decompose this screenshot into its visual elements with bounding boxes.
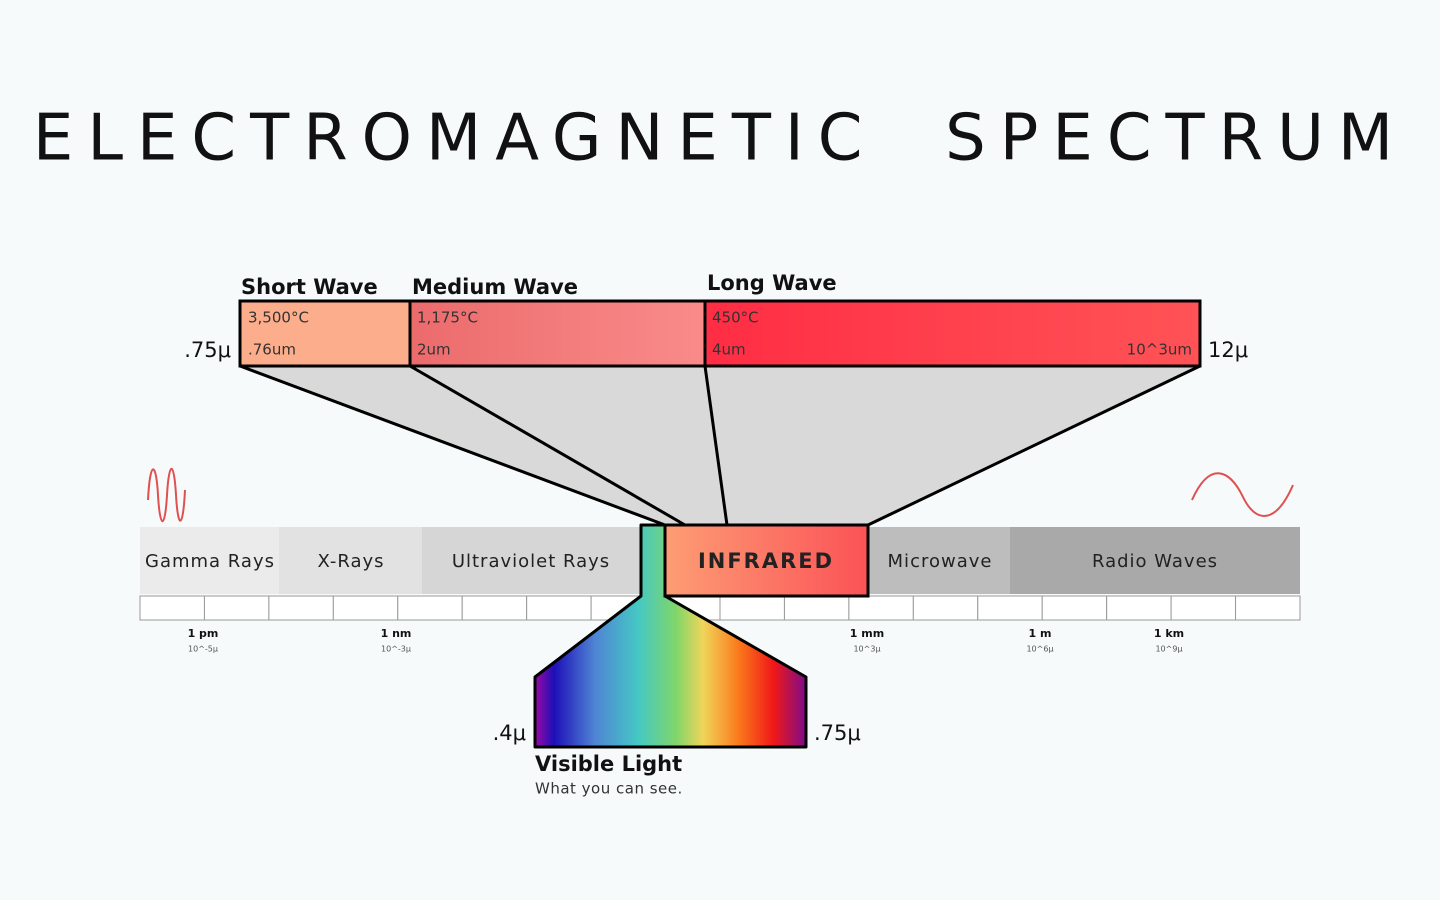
band-name: Long Wave <box>707 271 837 295</box>
scale-cell <box>783 595 850 621</box>
projection-lines <box>239 364 1201 527</box>
band-wavelength: 4um <box>712 341 746 359</box>
region-label: INFRARED <box>698 549 834 573</box>
long-wave-band <box>703 299 1202 368</box>
band-wavelength: .76um <box>248 341 296 359</box>
scale-cell <box>461 595 528 621</box>
scale-sub-label: 10^3μ <box>853 645 880 654</box>
scale-cell <box>912 595 979 621</box>
scale-cell <box>397 595 463 621</box>
band-end-wavelength: 10^3um <box>1127 341 1192 359</box>
region-radio <box>1010 527 1300 594</box>
region-gamma <box>140 527 279 594</box>
visible-title: Visible Light <box>535 752 682 776</box>
region-xray <box>279 527 422 594</box>
band-name: Short Wave <box>241 275 378 299</box>
region-microwave <box>868 527 1010 594</box>
scale-cell <box>719 595 785 621</box>
scale-row <box>139 595 1301 621</box>
visible-start-label: .4μ <box>493 721 526 745</box>
band-end-label: 12μ <box>1208 338 1248 362</box>
scale-label: 1 m <box>1029 627 1052 640</box>
scale-cell <box>1041 595 1108 621</box>
scale-cell <box>1170 595 1237 621</box>
region-label: Microwave <box>888 551 993 572</box>
scale-sub-label: 10^6μ <box>1026 645 1053 654</box>
scale-label: 1 nm <box>381 627 412 640</box>
region-infrared <box>663 523 870 598</box>
region-label: Ultraviolet Rays <box>452 551 610 572</box>
band-temperature: 3,500°C <box>248 309 309 327</box>
region-uv <box>422 527 640 594</box>
scale-cell <box>526 595 592 621</box>
band-start-label: .75μ <box>184 338 231 362</box>
projection <box>240 366 1200 525</box>
scale-label: 1 pm <box>188 627 219 640</box>
scale-sub-label: 10^-5μ <box>188 645 218 654</box>
band-temperature: 450°C <box>712 309 759 327</box>
scale-cell <box>139 595 205 621</box>
title: ELECTROMAGNETIC SPECTRUM <box>33 102 1407 176</box>
scale-label: 1 km <box>1154 627 1184 640</box>
scale-cell <box>1106 595 1172 621</box>
scale-cell <box>332 595 399 621</box>
scale-sub-label: 10^-3μ <box>381 645 411 654</box>
band-temperature: 1,175°C <box>417 309 478 327</box>
region-label: Gamma Rays <box>145 551 275 572</box>
visible-end-label: .75μ <box>814 721 861 745</box>
scale-cell <box>848 595 914 621</box>
scale-sub-label: 10^9μ <box>1155 645 1182 654</box>
scale-cell <box>268 595 334 621</box>
short-wave-icon <box>147 468 186 522</box>
medium-wave-band <box>408 299 707 368</box>
visible-subtitle: What you can see. <box>535 780 683 798</box>
scale-label: 1 mm <box>850 627 884 640</box>
scale-cell <box>203 595 270 621</box>
scale-cell <box>1235 595 1301 621</box>
band-name: Medium Wave <box>412 275 578 299</box>
long-wave-icon <box>1191 472 1294 517</box>
region-label: X-Rays <box>317 551 384 572</box>
scale-cell <box>977 595 1043 621</box>
band-wavelength: 2um <box>417 341 451 359</box>
short-wave-band <box>238 299 412 368</box>
region-label: Radio Waves <box>1092 551 1218 572</box>
